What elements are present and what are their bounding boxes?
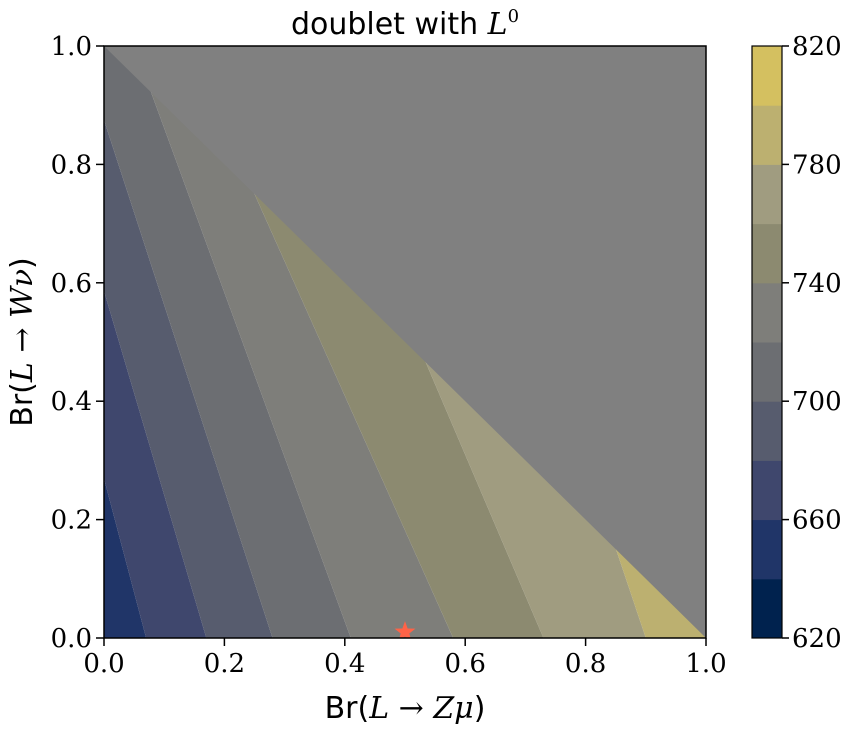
colorbar-swatch bbox=[752, 578, 782, 639]
colorbar-swatch bbox=[752, 223, 782, 284]
chart-title-superscript: 0 bbox=[508, 6, 519, 27]
x-axis-label-prefix: Br( bbox=[325, 691, 370, 726]
colorbar-tick-label: 660 bbox=[792, 506, 842, 536]
contour-band bbox=[134, 46, 454, 638]
colorbar-swatch bbox=[752, 342, 782, 402]
y-tick-label: 0.2 bbox=[51, 506, 92, 536]
colorbar-axis: 620 660 700 740 780 820 bbox=[782, 32, 842, 654]
colorbar bbox=[752, 46, 782, 639]
colorbar-tick-label: 740 bbox=[792, 269, 842, 299]
colorbar-swatch bbox=[752, 282, 782, 343]
x-tick-label: 1.0 bbox=[685, 649, 726, 679]
y-tick-label: 0.0 bbox=[51, 624, 92, 654]
contour-band bbox=[104, 290, 207, 638]
x-axis-label-suffix: ) bbox=[474, 691, 486, 726]
x-axis-label: Br(L → Zμ) bbox=[325, 691, 486, 726]
y-axis-label-math: L → Wν bbox=[5, 269, 40, 383]
colorbar-swatch bbox=[752, 105, 782, 165]
colorbar-frame bbox=[751, 45, 783, 639]
y-tick-label: 0.4 bbox=[51, 387, 92, 417]
x-tick-label: 0.2 bbox=[204, 649, 245, 679]
colorbar-swatch bbox=[752, 164, 782, 225]
x-tick-label: 0.0 bbox=[83, 649, 124, 679]
chart-title-math: L bbox=[487, 7, 508, 42]
x-tick-label: 0.8 bbox=[565, 649, 606, 679]
plot-frame bbox=[103, 45, 707, 639]
contour-band bbox=[104, 46, 351, 638]
colorbar-tick-label: 620 bbox=[792, 624, 842, 654]
plot-area bbox=[104, 46, 706, 638]
y-axis-label-suffix: ) bbox=[5, 257, 40, 269]
star-marker bbox=[394, 621, 416, 638]
y-tick-label: 0.8 bbox=[51, 150, 92, 180]
chart-title: doublet with L0 bbox=[291, 6, 519, 42]
colorbar-tick-label: 780 bbox=[792, 150, 842, 180]
x-tick-label: 0.6 bbox=[445, 649, 486, 679]
y-tick-label: 0.6 bbox=[51, 269, 92, 299]
y-axis-label: Br(L → Wν) bbox=[5, 257, 40, 427]
colorbar-swatch bbox=[752, 46, 782, 106]
colorbar-swatch bbox=[752, 460, 782, 521]
chart-title-prefix: doublet with bbox=[291, 7, 488, 42]
x-axis-label-math: L → Zμ bbox=[368, 691, 473, 726]
y-tick-label: 1.0 bbox=[51, 32, 92, 62]
colorbar-tick-label: 820 bbox=[792, 32, 842, 62]
colorbar-swatch bbox=[752, 519, 782, 580]
x-axis: 0.0 0.2 0.4 0.6 0.8 1.0 bbox=[83, 638, 727, 679]
invalid-region bbox=[104, 46, 706, 638]
x-tick-label: 0.4 bbox=[324, 649, 365, 679]
y-axis-label-prefix: Br( bbox=[5, 382, 40, 427]
colorbar-swatch bbox=[752, 401, 782, 461]
y-axis: 0.0 0.2 0.4 0.6 0.8 1.0 bbox=[51, 32, 104, 654]
colorbar-tick-label: 700 bbox=[792, 387, 842, 417]
